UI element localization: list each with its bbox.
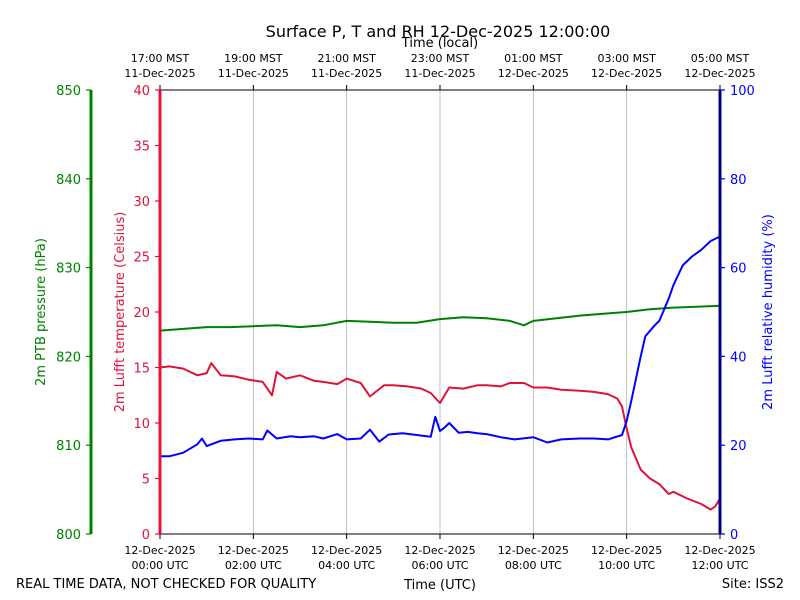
utc-tick-time: 00:00 UTC	[131, 559, 188, 572]
local-tick-date: 12-Dec-2025	[684, 67, 755, 80]
utc-tick-time: 06:00 UTC	[411, 559, 468, 572]
chart-title: Surface P, T and RH 12-Dec-2025 12:00:00	[266, 22, 611, 41]
temperature-tick-label: 5	[142, 473, 150, 488]
temperature-tick-label: 15	[133, 362, 150, 377]
local-tick-time: 01:00 MST	[504, 52, 563, 65]
temperature-tick-label: 40	[133, 84, 150, 99]
pressure-axis-label: 2m PTB pressure (hPa)	[34, 238, 49, 386]
temperature-tick-label: 0	[142, 528, 150, 543]
temperature-tick-label: 25	[133, 251, 150, 266]
humidity-tick-label: 60	[730, 262, 747, 277]
humidity-axis-label: 2m Lufft relative humidity (%)	[761, 214, 776, 410]
utc-tick-date: 12-Dec-2025	[498, 544, 569, 557]
local-tick-time: 05:00 MST	[691, 52, 750, 65]
pressure-tick-label: 850	[56, 84, 81, 99]
bottom-axis-label: Time (UTC)	[403, 578, 476, 593]
local-tick-date: 12-Dec-2025	[498, 67, 569, 80]
local-tick-time: 19:00 MST	[224, 52, 283, 65]
site-label: Site: ISS2	[722, 577, 784, 592]
utc-tick-time: 02:00 UTC	[225, 559, 282, 572]
local-tick-date: 11-Dec-2025	[311, 67, 382, 80]
local-x-axis-ticks: 17:00 MST 11-Dec-2025 19:00 MST 11-Dec-2025…	[124, 52, 756, 90]
local-tick-time: 23:00 MST	[411, 52, 470, 65]
utc-tick-date: 12-Dec-2025	[311, 544, 382, 557]
local-tick-time: 21:00 MST	[317, 52, 376, 65]
local-tick-date: 11-Dec-2025	[124, 67, 195, 80]
utc-tick-time: 08:00 UTC	[505, 559, 562, 572]
local-tick-date: 11-Dec-2025	[404, 67, 475, 80]
local-tick-date: 11-Dec-2025	[218, 67, 289, 80]
temperature-tick-label: 10	[133, 417, 150, 432]
temperature-tick-label: 35	[133, 140, 150, 155]
series-layer	[159, 235, 721, 511]
pressure-series-line	[159, 304, 721, 332]
pressure-tick-label: 820	[56, 350, 81, 365]
utc-tick-date: 12-Dec-2025	[124, 544, 195, 557]
utc-tick-time: 12:00 UTC	[691, 559, 748, 572]
temperature-axis-ticks: 0 5 10 15 20 25 30 35 40	[133, 84, 160, 543]
pressure-axis-ticks: 800 810 820 830 840 850	[56, 84, 91, 543]
utc-tick-date: 12-Dec-2025	[404, 544, 475, 557]
local-tick-time: 17:00 MST	[131, 52, 190, 65]
pressure-tick-label: 800	[56, 528, 81, 543]
humidity-tick-label: 100	[730, 84, 755, 99]
humidity-series-line	[160, 235, 721, 458]
quality-disclaimer: REAL TIME DATA, NOT CHECKED FOR QUALITY	[16, 577, 316, 592]
top-axis-label: Time (local)	[401, 36, 478, 51]
utc-tick-time: 04:00 UTC	[318, 559, 375, 572]
temperature-tick-label: 20	[133, 306, 150, 321]
humidity-tick-label: 40	[730, 350, 747, 365]
temperature-axis-label: 2m Lufft temperature (Celsius)	[113, 212, 128, 413]
pressure-tick-label: 830	[56, 262, 81, 277]
utc-x-axis-ticks: 12-Dec-2025 00:00 UTC 12-Dec-2025 02:00 UTC…	[124, 534, 756, 572]
temperature-series-line	[159, 362, 721, 511]
local-tick-time: 03:00 MST	[597, 52, 656, 65]
pressure-tick-label: 840	[56, 173, 81, 188]
humidity-tick-label: 0	[730, 528, 738, 543]
utc-tick-date: 12-Dec-2025	[684, 544, 755, 557]
utc-tick-date: 12-Dec-2025	[591, 544, 662, 557]
utc-tick-time: 10:00 UTC	[598, 559, 655, 572]
humidity-axis-ticks: 0 20 40 60 80 100	[720, 84, 755, 543]
humidity-tick-label: 80	[730, 173, 747, 188]
local-tick-date: 12-Dec-2025	[591, 67, 662, 80]
temperature-tick-label: 30	[133, 195, 150, 210]
humidity-tick-label: 20	[730, 439, 747, 454]
utc-tick-date: 12-Dec-2025	[218, 544, 289, 557]
pressure-tick-label: 810	[56, 439, 81, 454]
